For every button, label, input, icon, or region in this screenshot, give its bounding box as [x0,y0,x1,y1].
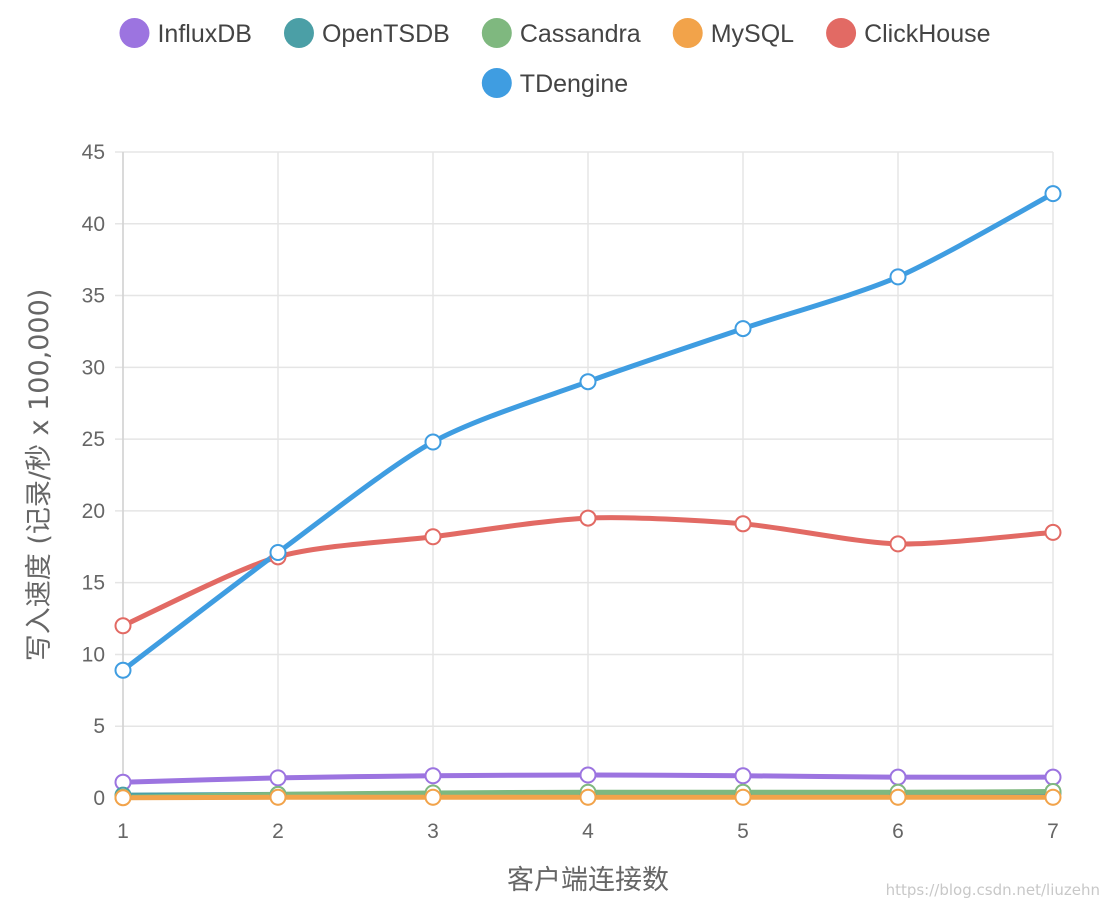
x-tick-label: 5 [737,820,749,843]
chart-grid [115,151,1054,806]
data-point-influxdb[interactable] [579,766,597,784]
y-tick-label: 15 [82,572,105,595]
legend-label: ClickHouse [864,20,990,48]
data-point-tdengine[interactable] [889,268,907,286]
y-tick-label: 45 [82,141,105,164]
y-tick-label: 40 [82,213,105,236]
legend-swatch [826,18,857,48]
data-point-mysql[interactable] [579,788,597,806]
data-point-mysql[interactable] [734,788,752,806]
legend-label: TDengine [520,70,628,98]
watermark-text: https://blog.csdn.net/liuzehn [886,881,1100,899]
y-tick-label: 35 [82,285,105,308]
legend-label: MySQL [711,20,794,48]
data-point-tdengine[interactable] [269,544,287,562]
y-tick-label: 20 [82,500,105,523]
data-point-tdengine[interactable] [424,433,442,451]
data-point-clickhouse[interactable] [114,617,132,635]
y-tick-label: 0 [93,787,105,810]
data-point-influxdb[interactable] [889,768,907,786]
legend-swatch [481,68,512,98]
data-point-clickhouse[interactable] [889,535,907,553]
legend-swatch [283,18,314,48]
data-point-influxdb[interactable] [269,769,287,787]
chart-legend: InfluxDB OpenTSDB Cassandra MySQL ClickHouse… [119,18,991,98]
legend-item-tdengine[interactable]: TDengine [481,68,628,98]
data-point-clickhouse[interactable] [734,515,752,533]
data-point-clickhouse[interactable] [424,528,442,546]
legend-swatch [119,18,150,48]
x-tick-label: 3 [427,820,439,843]
legend-item-influxdb[interactable]: InfluxDB [119,18,252,48]
series-points [114,185,1062,807]
data-point-mysql[interactable] [1044,788,1062,806]
data-point-tdengine[interactable] [114,661,132,679]
data-point-influxdb[interactable] [734,767,752,785]
legend-item-mysql[interactable]: MySQL [672,18,794,48]
y-tick-label: 5 [93,715,105,738]
x-axis-title: 客户端连接数 [507,865,669,896]
x-tick-label: 6 [892,820,904,843]
legend-swatch [481,18,512,48]
data-point-tdengine[interactable] [579,373,597,391]
y-tick-label: 30 [82,356,105,379]
data-point-tdengine[interactable] [1044,185,1062,203]
legend-item-cassandra[interactable]: Cassandra [481,18,641,48]
x-tick-label: 4 [582,820,594,843]
legend-label: OpenTSDB [322,20,450,48]
x-tick-label: 1 [117,820,129,843]
data-point-clickhouse[interactable] [1044,523,1062,541]
x-tick-label: 2 [272,820,284,843]
data-point-influxdb[interactable] [424,767,442,785]
data-point-mysql[interactable] [269,788,287,806]
y-tick-label: 25 [82,428,105,451]
legend-item-clickhouse[interactable]: ClickHouse [826,18,991,48]
data-point-tdengine[interactable] [734,320,752,338]
legend-label: InfluxDB [157,20,251,48]
data-point-mysql[interactable] [889,788,907,806]
legend-item-opentsdb[interactable]: OpenTSDB [283,18,450,48]
data-point-mysql[interactable] [424,788,442,806]
legend-swatch [672,18,703,48]
legend-label: Cassandra [520,20,641,48]
data-point-influxdb[interactable] [1044,768,1062,786]
y-axis-title: 写入速度 (记录/秒 x 100,000) [24,289,55,662]
data-point-clickhouse[interactable] [579,509,597,527]
data-point-mysql[interactable] [114,789,132,807]
x-tick-label: 7 [1047,820,1059,843]
y-tick-label: 10 [82,643,105,666]
